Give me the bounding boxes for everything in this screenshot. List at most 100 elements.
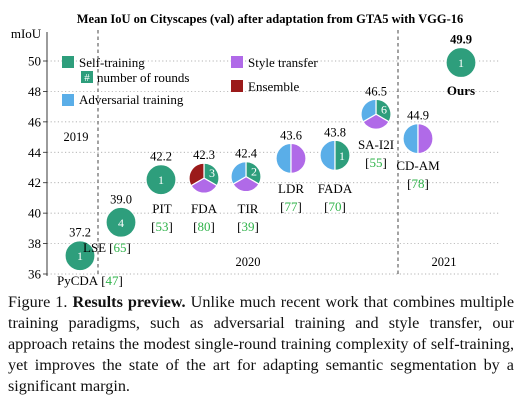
ref-number: 70 xyxy=(329,199,342,214)
period-label: 2019 xyxy=(64,130,89,144)
method-name-text: LDR xyxy=(278,181,304,196)
rounds-label: 4 xyxy=(118,216,124,230)
method-name-text: PIT xyxy=(152,201,172,216)
y-tick-label: 36 xyxy=(28,267,42,282)
value-label: 44.9 xyxy=(407,109,429,123)
method-name: LSE [65] xyxy=(83,240,131,255)
method-name-text: FDA xyxy=(191,201,218,216)
chart-title: Mean IoU on Cityscapes (val) after adapt… xyxy=(77,12,464,26)
value-label: 43.6 xyxy=(280,128,302,142)
ref-bracket: ] xyxy=(255,219,259,234)
method-name: PIT xyxy=(152,201,172,216)
ref-number: 39 xyxy=(242,219,255,234)
year-periods: 2019 2020 2021 xyxy=(64,30,457,276)
y-tick-label: 48 xyxy=(28,84,41,99)
ref-bracket: ] xyxy=(342,199,346,214)
marker-slice-adversarial xyxy=(360,98,377,123)
ref-number: 77 xyxy=(285,199,299,214)
rounds-label: 6 xyxy=(381,102,387,116)
legend: Self-training # number of rounds Adversaria… xyxy=(62,55,318,107)
marker-ldr: 43.6 LDR [77] xyxy=(275,128,307,214)
legend-swatch-rounds xyxy=(81,71,93,83)
y-axis-label: mIoU xyxy=(11,26,42,41)
marker-slice-self-training xyxy=(105,206,137,238)
value-label: 37.2 xyxy=(69,226,91,240)
legend-label-self-training: Self-training xyxy=(79,55,145,70)
marker-slice-self-training xyxy=(145,164,177,196)
method-name-text: LSE xyxy=(83,240,106,255)
y-tick-label: 38 xyxy=(28,236,41,251)
ref-bracket: ] xyxy=(425,176,429,191)
method-name: FDA xyxy=(191,201,218,216)
ref-bracket: ] xyxy=(211,219,215,234)
rounds-label: 3 xyxy=(209,166,215,180)
method-name-text: CD-AM xyxy=(396,158,440,173)
y-tick-label: 44 xyxy=(28,145,42,160)
legend-label-style: Style transfer xyxy=(248,55,318,70)
method-name-text: TIR xyxy=(238,201,259,216)
period-label: 2021 xyxy=(432,255,457,269)
caption-body: Unlike much recent work that combines mu… xyxy=(8,293,514,395)
marker-slice-style xyxy=(290,142,307,174)
y-tick-label: 40 xyxy=(28,206,41,221)
method-ref: [80] xyxy=(193,219,215,234)
ref-bracket: [ xyxy=(193,219,197,234)
rounds-label: 1 xyxy=(458,56,464,70)
marker-cd-am: 44.9 CD-AM [78] xyxy=(396,109,440,191)
method-name-text: SA-I2I xyxy=(358,137,394,152)
ref-number: 47 xyxy=(106,273,120,288)
value-label: 42.4 xyxy=(235,147,258,161)
marker-slice-style xyxy=(190,177,218,194)
marker-slice-self-training xyxy=(445,46,477,79)
marker-fada: 1 43.8 FADA [70] xyxy=(318,125,353,214)
method-ref: [78] xyxy=(407,176,429,191)
marker-slice-style xyxy=(417,122,434,155)
ref-number: 65 xyxy=(113,240,126,255)
marker-slice-self-training xyxy=(334,139,351,171)
ref-number: 78 xyxy=(412,176,425,191)
value-label: 49.9 xyxy=(450,33,472,47)
method-name: LDR xyxy=(278,181,304,196)
method-ref: [53] xyxy=(151,219,173,234)
legend-label-adversarial: Adversarial training xyxy=(79,92,184,107)
legend-label-ensemble: Ensemble xyxy=(248,79,299,94)
ref-bracket: [ xyxy=(101,273,105,288)
method-name: SA-I2I xyxy=(358,137,394,152)
ref-bracket: [ xyxy=(237,219,241,234)
value-label: 43.8 xyxy=(324,125,346,139)
method-name-text: Ours xyxy=(447,83,475,98)
axes: 36 38 40 42 44 46 48 50 xyxy=(28,32,48,282)
ref-bracket: ] xyxy=(383,155,387,170)
marker-slice-self-training xyxy=(64,240,96,272)
value-label: 42.2 xyxy=(150,150,172,164)
ref-number: 55 xyxy=(370,155,383,170)
ref-bracket: [ xyxy=(280,199,284,214)
legend-swatch-ensemble xyxy=(231,80,243,92)
marker-slice-style xyxy=(362,113,390,130)
value-label: 42.3 xyxy=(193,148,215,162)
ref-bracket: ] xyxy=(126,240,130,255)
rounds-label: 1 xyxy=(158,173,164,187)
ref-bracket: ] xyxy=(119,273,123,288)
marker-tir: 2 42.4 TIR [39] xyxy=(230,147,262,234)
legend-swatch-style xyxy=(231,56,243,68)
marker-slice-adversarial xyxy=(230,161,247,185)
marker-sa-i2i: 6 46.5 SA-I2I [55] xyxy=(358,84,394,170)
ref-bracket: [ xyxy=(365,155,369,170)
marker-slice-adversarial xyxy=(402,122,419,155)
ref-bracket: [ xyxy=(324,199,328,214)
miou-chart: Mean IoU on Cityscapes (val) after adapt… xyxy=(11,12,500,288)
y-tick-label: 46 xyxy=(28,114,42,129)
caption-figure-label: Figure 1. xyxy=(8,293,68,311)
marker-slice-adversarial xyxy=(319,139,336,171)
ref-number: 53 xyxy=(156,219,169,234)
rounds-label: 1 xyxy=(339,149,345,163)
marker-lse: 4 39.0 LSE [65] xyxy=(83,192,137,255)
method-name: CD-AM xyxy=(396,158,440,173)
ref-bracket: [ xyxy=(109,240,113,255)
marker-pit: 1 42.2 PIT [53] xyxy=(145,150,177,234)
method-ref: [39] xyxy=(237,219,259,234)
caption-title: Results preview. xyxy=(72,293,186,311)
y-tick-label: 42 xyxy=(28,175,41,190)
